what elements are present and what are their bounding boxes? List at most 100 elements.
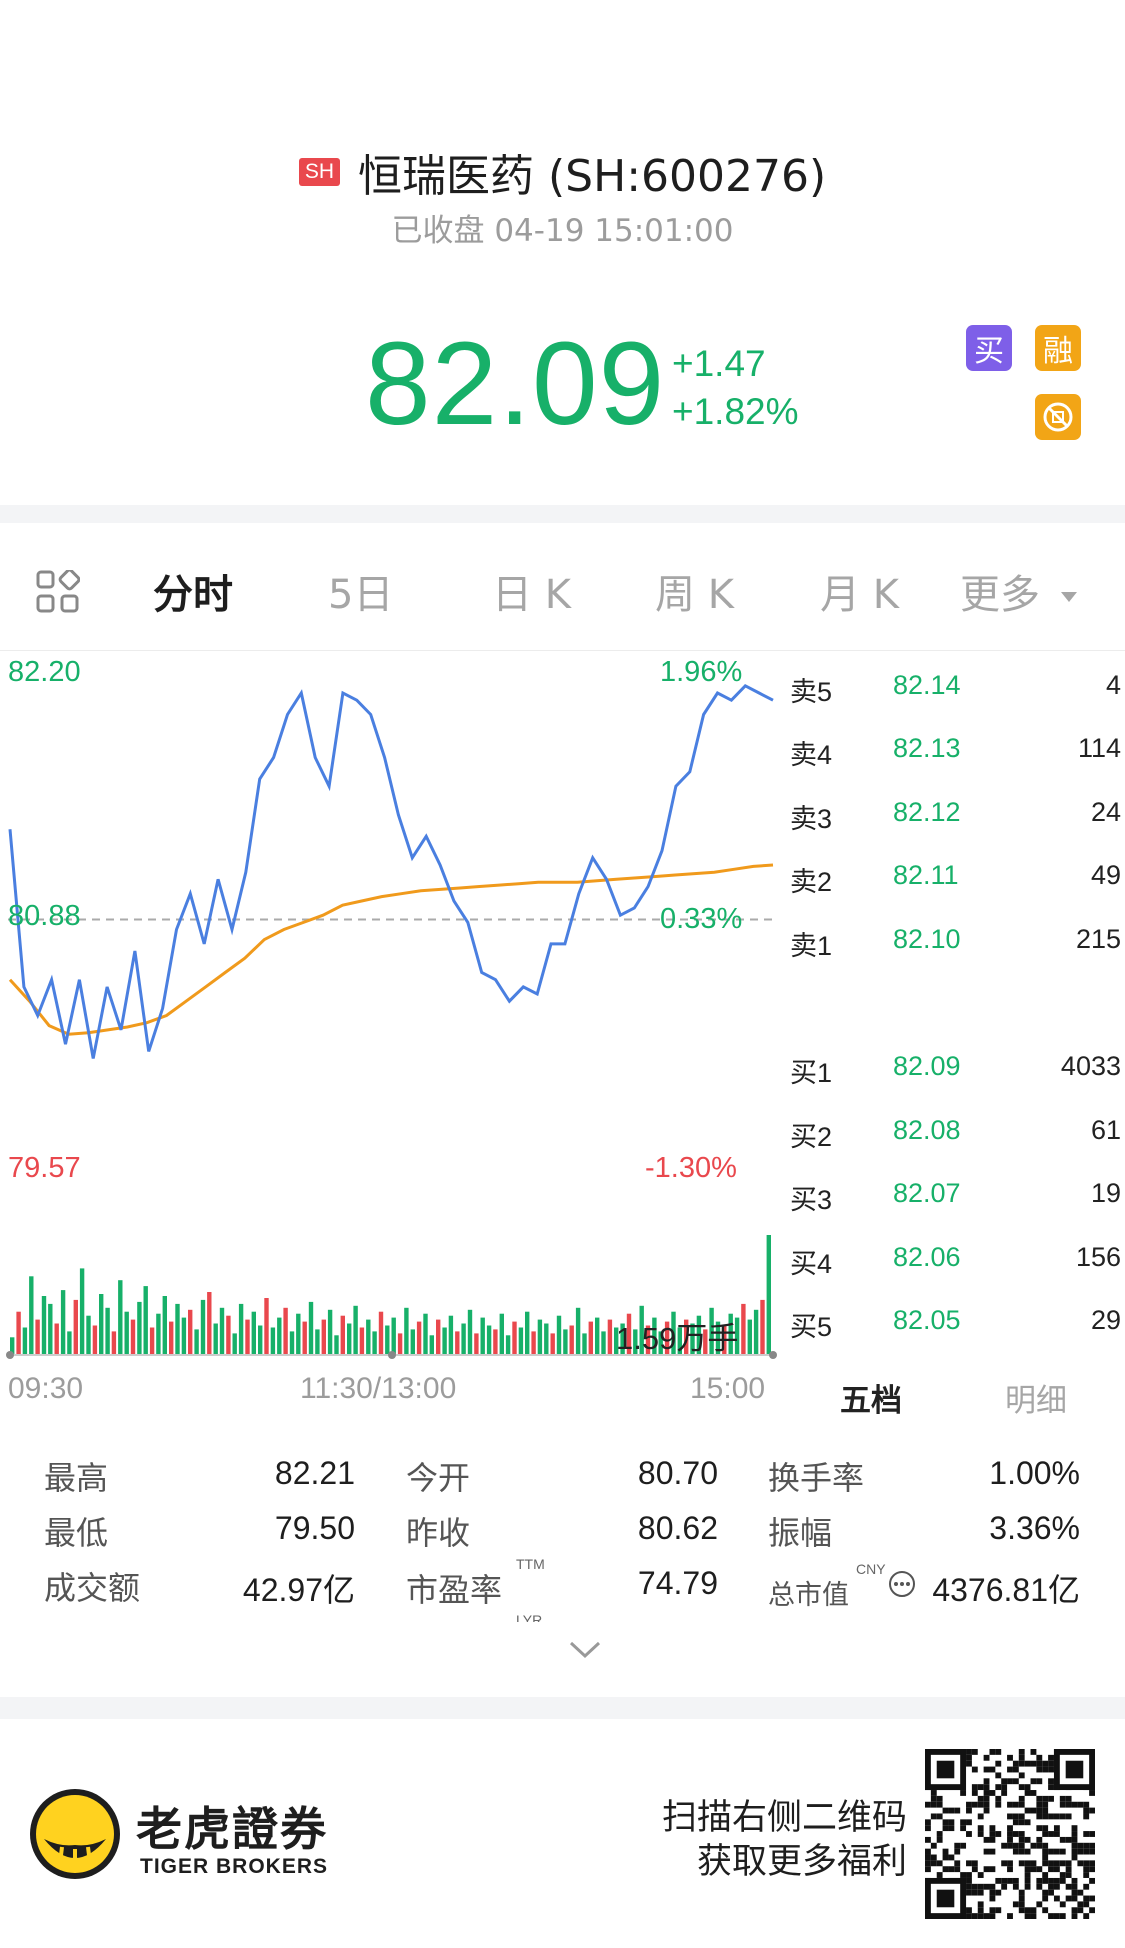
volume-bar [92,1325,98,1355]
volume-bar [60,1290,66,1355]
last-price: 82.09 [365,318,666,450]
section-divider [0,505,1125,523]
volume-bar [251,1311,256,1355]
volume-bar [99,1294,104,1355]
ask-price: 82.10 [893,924,961,954]
volume-bar [760,1299,765,1355]
volume-bar [461,1323,466,1355]
axis-dot-start [6,1351,14,1359]
tab-trade-detail[interactable]: 明细 [1005,1383,1067,1419]
volume-bar [531,1331,536,1355]
grid-menu-icon[interactable] [36,570,80,614]
volume-bar [67,1331,72,1355]
stock-title: 恒瑞医药 (SH:600276) [358,151,827,202]
volume-bar [29,1276,34,1355]
axis-dot-end [769,1351,777,1359]
chevron-down-icon[interactable] [568,1640,602,1660]
volume-bar [238,1303,244,1355]
ask-row: 卖5 82.14 4 [785,670,1125,710]
volume-bar [486,1325,492,1355]
tab-level5[interactable]: 五档 [840,1383,902,1419]
volume-bar [404,1307,409,1355]
promo-line-1: 扫描右侧二维码 [661,1798,907,1838]
bid-price: 82.08 [893,1115,961,1145]
y-label-low: 79.57 [8,1152,81,1184]
tab-daily-k[interactable]: 日 K [492,572,571,618]
volume-bar [22,1327,28,1355]
ask-label: 卖4 [790,740,833,770]
tab-5day[interactable]: 5日 [328,572,394,618]
bid-volume: 19 [1090,1178,1121,1208]
stat-high-label: 最高 [44,1459,109,1497]
volume-bar [372,1331,377,1355]
volume-bar [283,1307,288,1355]
volume-bar [73,1299,78,1355]
volume-bar [601,1331,606,1355]
volume-bar [734,1317,740,1355]
bid-price: 82.05 [893,1305,961,1335]
x-tick-lunch: 11:30/13:00 [300,1372,457,1405]
tab-weekly-k[interactable]: 周 K [655,572,734,618]
stat-open-label: 今开 [406,1459,471,1497]
x-tick-close: 15:00 [690,1372,766,1405]
buy-tag[interactable]: 买 [966,325,1012,371]
ask-price: 82.12 [893,797,961,827]
volume-bar [270,1327,276,1355]
volume-bar [709,1307,714,1355]
pct-label-mid: 0.33% [660,903,743,935]
volume-bar [455,1331,460,1355]
bid-row: 买1 82.09 4033 [785,1051,1125,1091]
stat-pe-label[interactable]: 市盈率 [406,1571,503,1609]
quote-header: SH 恒瑞医药 (SH:600276) 已收盘 04-19 15:01:00 8… [0,0,1125,505]
bid-label: 买4 [790,1249,833,1279]
volume-bar [200,1299,206,1355]
volume-bar [696,1315,702,1355]
volume-bar [544,1323,549,1355]
ask-row: 卖4 82.13 114 [785,733,1125,773]
volume-bar [753,1309,759,1355]
volume-bar [35,1319,40,1355]
volume-bar [505,1335,511,1355]
stat-amplitude-label: 振幅 [768,1514,833,1552]
no-short-sell-icon[interactable] [1035,394,1081,440]
average-price-line [8,863,774,1036]
intraday-chart[interactable] [0,650,780,1370]
volume-bar [728,1313,733,1355]
tiger-brokers-logo [30,1789,120,1879]
volume-bar [652,1317,657,1355]
volume-bar [207,1292,212,1355]
bid-row: 买2 82.08 61 [785,1115,1125,1155]
volume-bar [118,1280,123,1355]
volume-bar [588,1321,593,1355]
volume-bar [340,1315,345,1355]
bid-volume: 29 [1090,1305,1121,1335]
tab-intraday[interactable]: 分时 [153,572,233,618]
tab-monthly-k[interactable]: 月 K [820,572,899,618]
volume-bar [747,1319,752,1355]
volume-bar [715,1321,721,1355]
volume-bar [442,1327,447,1355]
margin-tag[interactable]: 融 [1035,325,1081,371]
tab-divider [0,650,1125,651]
tab-more-label: 更多 [960,572,1040,618]
change-percent: +1.82% [672,391,799,432]
volume-bar [633,1329,638,1355]
tab-more[interactable]: 更多 [960,562,1079,620]
volume-bar [474,1333,479,1355]
volume-bar [391,1317,396,1355]
volume-bar [143,1286,148,1355]
more-options-icon[interactable] [888,1570,916,1598]
stat-turnover-rate-value: 1.00% [989,1455,1080,1491]
volume-bar [289,1331,295,1355]
stat-amplitude-value: 3.36% [989,1510,1080,1546]
volume-bar [79,1268,85,1355]
stat-turnover-rate-label: 换手率 [768,1459,865,1497]
volume-bar [550,1333,555,1355]
volume-bar [556,1315,562,1355]
volume-label: 1.59万手 [616,1321,739,1356]
bid-volume: 156 [1075,1242,1121,1272]
volume-bar [16,1311,21,1355]
volume-bar [607,1319,613,1355]
volume-bar [156,1313,161,1355]
volume-bars [10,1235,771,1355]
